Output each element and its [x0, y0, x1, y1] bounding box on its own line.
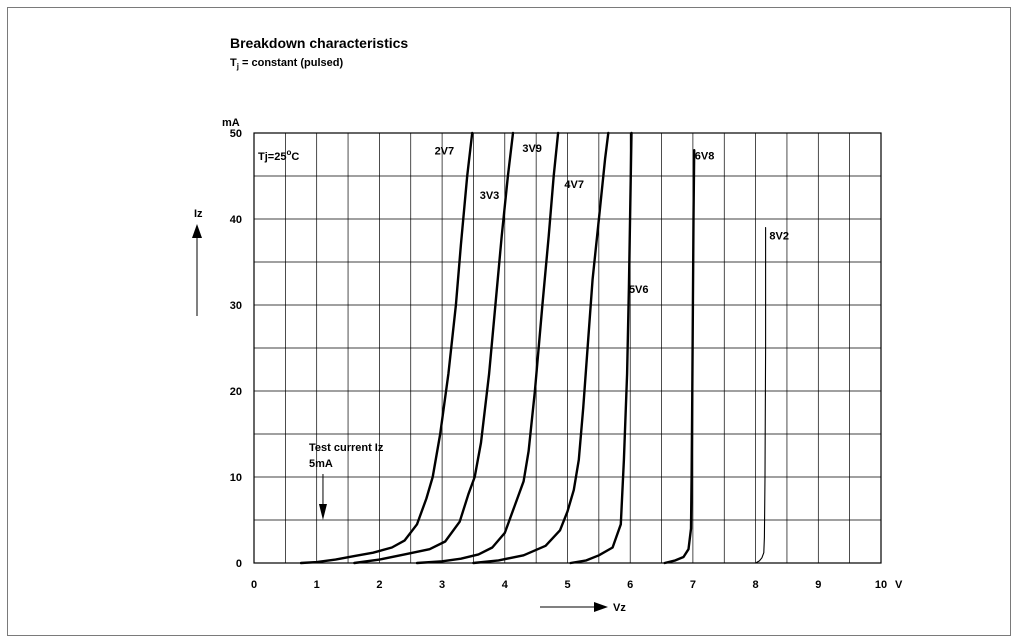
y-tick-label: 10	[230, 472, 242, 484]
x-tick-label: 2	[376, 579, 382, 591]
x-tick-label: 8	[753, 579, 759, 591]
x-tick-label: 6	[627, 579, 633, 591]
x-axis-arrowhead	[594, 602, 608, 612]
temperature-degree: o	[286, 148, 291, 157]
y-tick-label: 50	[230, 128, 242, 140]
series-curve-3v9	[415, 131, 560, 565]
subtitle-subscript: j	[236, 62, 239, 71]
y-tick-label: 40	[230, 214, 242, 226]
series-label-3v9: 3V9	[522, 143, 542, 155]
temperature-annotation: Tj=25oC	[258, 148, 299, 163]
x-tick-label: 3	[439, 579, 445, 591]
y-tick-label: 0	[236, 558, 242, 570]
x-tick-label: 5	[564, 579, 570, 591]
x-unit-label: V	[895, 579, 903, 591]
series-curve-3v3	[353, 131, 515, 565]
figure-border	[7, 7, 1011, 636]
x-tick-label: 7	[690, 579, 696, 591]
tick-labels: 0 1 2 3 4 5 6 7 8 9 10 0 10 20 30 40 50	[230, 128, 887, 591]
plot-border	[253, 132, 882, 564]
test-current-line2: 5mA	[309, 458, 333, 470]
series-curve-5v6	[569, 131, 633, 565]
series-curves	[299, 131, 767, 565]
test-current-line1: Test current Iz	[309, 442, 384, 454]
series-labels: 2V7 3V3 3V9 4V7 5V6 6V8 8V2	[435, 143, 789, 296]
y-axis-label: Iz	[194, 208, 203, 220]
series-curve-6v8	[663, 149, 696, 565]
subtitle-main: T	[230, 57, 237, 69]
series-label-5v6: 5V6	[629, 284, 649, 296]
x-tick-label: 0	[251, 579, 257, 591]
series-curve-8v2	[755, 227, 767, 564]
temperature-pre: Tj=25	[258, 151, 286, 163]
y-tick-label: 30	[230, 300, 242, 312]
x-tick-label: 9	[815, 579, 821, 591]
x-tick-label: 1	[314, 579, 320, 591]
temperature-post: C	[291, 151, 299, 163]
test-current-annotation: Test current Iz 5mA	[309, 442, 384, 520]
y-unit-label: mA	[222, 117, 240, 129]
x-axis-label: Vz	[613, 602, 626, 614]
y-tick-label: 20	[230, 386, 242, 398]
x-tick-label: 4	[502, 579, 509, 591]
series-label-2v7: 2V7	[435, 146, 455, 158]
series-label-3v3: 3V3	[480, 190, 500, 202]
y-axis-arrowhead	[192, 224, 202, 238]
series-label-4v7: 4V7	[564, 179, 584, 191]
grid	[254, 133, 881, 563]
subtitle-rest: = constant (pulsed)	[239, 57, 344, 69]
chart-subtitle: Tj = constant (pulsed)	[230, 57, 344, 71]
series-curve-2v7	[299, 131, 474, 565]
series-curve-4v7	[472, 131, 610, 565]
series-label-8v2: 8V2	[769, 231, 789, 243]
series-label-6v8: 6V8	[695, 151, 715, 163]
x-tick-label: 10	[875, 579, 887, 591]
test-current-arrowhead	[318, 504, 327, 520]
chart-title: Breakdown characteristics	[230, 35, 408, 51]
